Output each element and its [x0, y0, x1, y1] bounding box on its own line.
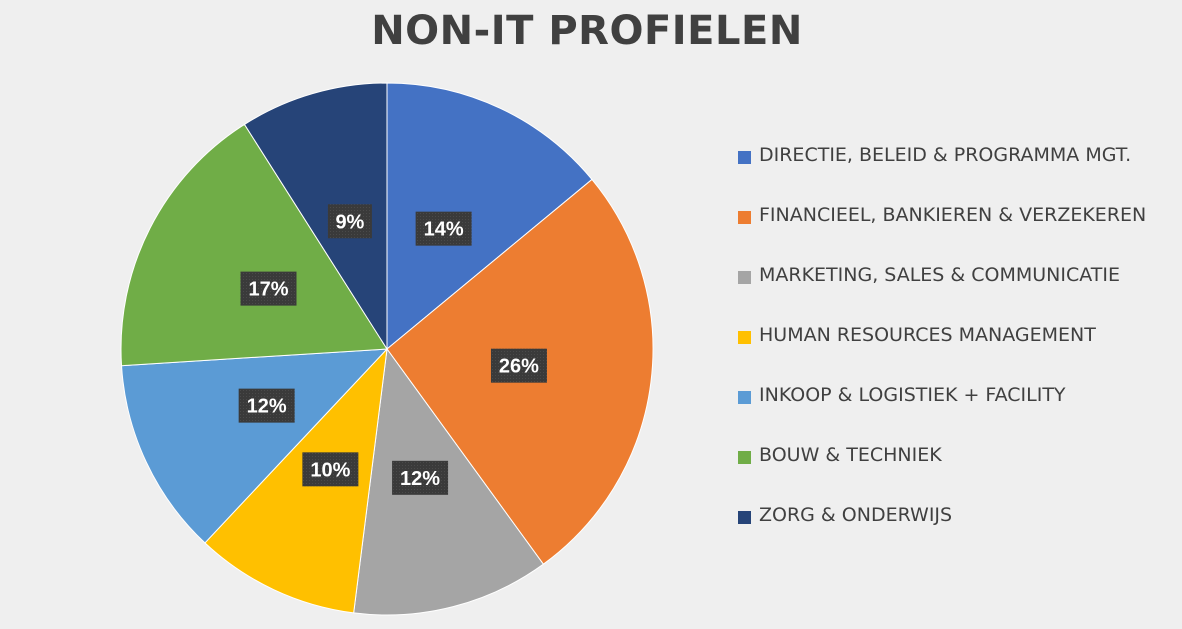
data-label-text: 12% [400, 468, 440, 490]
legend-label: DIRECTIE, BELEID & PROGRAMMA MGT. [759, 144, 1132, 166]
legend-item: HUMAN RESOURCES MANAGEMENT [738, 324, 1146, 384]
pie-slice [243, 82, 388, 351]
pie-chart: 14% 26% 12% 10% 12% 17% 9% [120, 82, 654, 616]
legend-label: INKOOP & LOGISTIEK + FACILITY [759, 384, 1066, 406]
legend-item: DIRECTIE, BELEID & PROGRAMMA MGT. [738, 144, 1146, 204]
legend-label: MARKETING, SALES & COMMUNICATIE [759, 264, 1120, 286]
data-label-text: 9% [335, 211, 364, 233]
legend-item: BOUW & TECHNIEK [738, 444, 1146, 504]
data-label-text: 10% [310, 459, 350, 481]
legend-item: MARKETING, SALES & COMMUNICATIE [738, 264, 1146, 324]
pie-slice [120, 123, 388, 367]
data-label: 10% [302, 452, 359, 487]
data-label: 26% [490, 348, 547, 383]
legend-swatch [738, 151, 751, 164]
data-label: 9% [327, 204, 372, 239]
legend-label: ZORG & ONDERWIJS [759, 504, 953, 526]
legend-swatch [738, 211, 751, 224]
legend: DIRECTIE, BELEID & PROGRAMMA MGT. FINANCI… [738, 144, 1146, 564]
data-labels: 14% 26% 12% 10% 12% 17% 9% [238, 204, 547, 495]
legend-swatch [738, 451, 751, 464]
legend-swatch [738, 271, 751, 284]
pie-slice [386, 82, 593, 351]
legend-swatch [738, 391, 751, 404]
legend-item: INKOOP & LOGISTIEK + FACILITY [738, 384, 1146, 444]
legend-swatch [738, 331, 751, 344]
pie-slice [120, 348, 389, 544]
chart-title: NON-IT PROFIELEN [371, 8, 803, 54]
legend-item: FINANCIEEL, BANKIEREN & VERZEKEREN [738, 204, 1146, 264]
legend-label: FINANCIEEL, BANKIEREN & VERZEKEREN [759, 204, 1147, 226]
data-label: 12% [392, 460, 449, 495]
data-label-text: 26% [499, 356, 539, 378]
legend-swatch [738, 511, 751, 524]
data-label: 12% [238, 388, 295, 423]
pie-slice [353, 347, 545, 616]
data-label-text: 14% [424, 219, 464, 241]
data-label: 14% [415, 211, 472, 246]
data-label-text: 17% [248, 279, 288, 301]
data-label: 17% [240, 271, 297, 306]
legend-label: BOUW & TECHNIEK [759, 444, 942, 466]
legend-label: HUMAN RESOURCES MANAGEMENT [759, 324, 1096, 346]
pie-slices [120, 82, 654, 616]
legend-item: ZORG & ONDERWIJS [738, 504, 1146, 564]
data-label-text: 12% [247, 396, 287, 418]
pie-slice [204, 347, 388, 614]
